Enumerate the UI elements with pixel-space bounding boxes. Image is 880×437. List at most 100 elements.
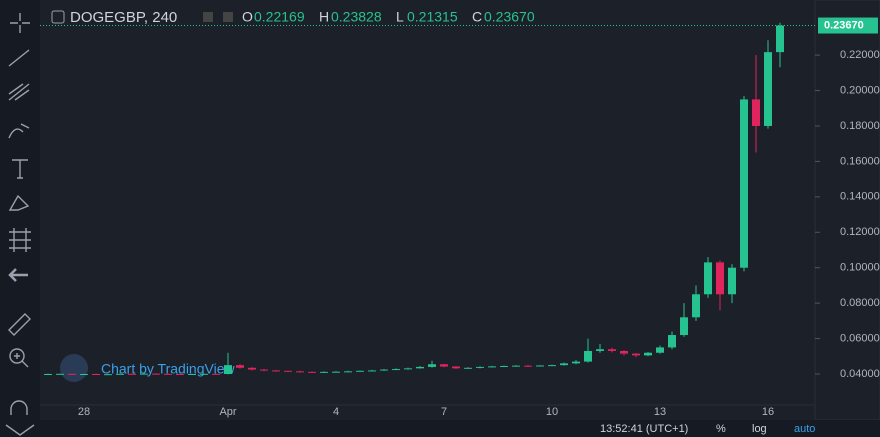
candle-body [80,373,88,375]
candle-body [368,370,376,372]
toolbar [0,0,40,437]
x-tick-label: 7 [441,406,447,418]
candle-body [656,347,664,353]
candle-body [776,25,784,53]
candle-body [560,363,568,366]
candle-body [536,365,544,367]
candle-body [44,373,52,375]
candle-body [272,370,280,372]
candle-body [200,373,208,375]
symbol: DOGEGBP, 240 [70,9,177,26]
x-tick-label: 13 [654,406,666,418]
candle-body [56,373,64,375]
ohlc-label: L [396,9,404,25]
candle-body [248,367,256,370]
watermark[interactable]: Chart by TradingView [101,361,235,377]
candle-body [464,367,472,369]
x-tick-label: 4 [333,406,339,418]
logo [60,354,88,382]
candle-body [500,366,508,368]
candle-body [596,349,604,351]
candle-body [452,366,460,369]
candle-body [620,350,628,354]
y-tick-label: 0.10000 [840,262,880,274]
candle-body [164,373,172,375]
candle-body [140,373,148,375]
toolbar-icons[interactable] [5,13,35,436]
candle-body [188,373,196,375]
collapse-icon[interactable] [51,10,65,24]
candle-body [284,370,292,372]
candle-body [104,374,112,376]
candle-body [332,371,340,373]
candle-body [740,99,748,268]
candle-body [320,371,328,373]
candle-body [116,373,124,375]
candle-body [476,366,484,368]
status-bar [40,420,880,437]
candle-body [512,365,520,367]
candle-body [704,262,712,295]
candle-body [404,368,412,370]
candle-body [428,364,436,367]
candle-body [308,371,316,373]
candle-body [752,99,760,126]
ohlc-value: 0.22169 [254,9,305,25]
y-tick-label: 0.04000 [840,368,880,380]
log-button[interactable]: log [752,423,767,435]
last-price-tag [818,17,878,34]
ohlc-value: 0.23670 [484,9,535,25]
icon[interactable] [223,12,233,22]
candle-body [488,366,496,368]
y-tick-label: 0.18000 [840,120,880,132]
candle-body [224,365,232,374]
candle-body [344,371,352,373]
y-tick-label: 0.06000 [840,332,880,344]
percent-button[interactable]: % [716,423,726,435]
y-tick-label: 0.16000 [840,155,880,167]
candle-body [572,361,580,364]
candle-body [152,373,160,375]
ohlc-label: H [319,9,329,25]
candle-body [668,335,676,348]
candle-body [176,373,184,375]
candle-body [680,317,688,336]
x-tick-label: 16 [762,406,774,418]
x-tick-label: Apr [219,406,236,418]
candle-body [524,365,532,367]
ohlc-value: 0.21315 [407,9,458,25]
clock: 13:52:41 (UTC+1) [600,423,688,435]
last-price-label: 0.23670 [824,19,864,31]
y-tick-label: 0.14000 [840,191,880,203]
y-tick-label: 0.22000 [840,49,880,61]
ohlc-value: 0.23828 [331,9,382,25]
candle-body [392,369,400,371]
price-axis [814,0,880,421]
x-tick-label: 10 [546,406,558,418]
icon[interactable] [203,12,213,22]
candle-body [764,52,772,126]
candle-body [212,373,220,375]
y-tick-label: 0.08000 [840,297,880,309]
candle-body [260,369,268,371]
candle-body [416,366,424,369]
candle-body [644,352,652,356]
candle-body [728,267,736,295]
auto-button[interactable]: auto [794,423,815,435]
candle-body [380,369,388,371]
candle-body [356,370,364,372]
y-tick-label: 0.12000 [840,226,880,238]
candle-body [92,373,100,375]
candle-body [632,353,640,356]
candle-body [584,350,592,362]
candle-body [440,364,448,367]
candle-body [68,373,76,375]
y-tick-label: 0.20000 [840,84,880,96]
candle-body [236,365,244,368]
candle-body [608,349,616,351]
candle-body [548,365,556,367]
candle-body [296,371,304,373]
